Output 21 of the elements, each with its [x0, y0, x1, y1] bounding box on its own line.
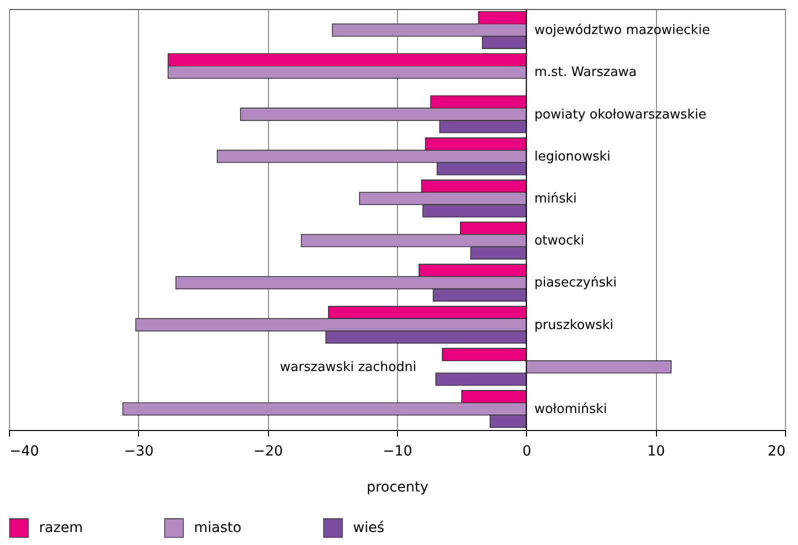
y-tick-label: powiaty okołowarszawskie	[534, 107, 706, 122]
x-tick-label: −40	[10, 444, 40, 460]
x-tick-label: 10	[647, 444, 666, 460]
legend-label: miasto	[194, 520, 242, 536]
x-tick-label: −20	[253, 444, 283, 460]
y-tick-label: województwo mazowieckie	[534, 23, 710, 38]
x-axis-title: procenty	[366, 480, 428, 496]
legend-label: wieś	[353, 520, 384, 536]
y-tick-label: wołomiński	[534, 402, 608, 417]
y-tick-label: m.st. Warszawa	[534, 65, 637, 80]
y-tick-label: piaseczyński	[534, 276, 617, 291]
x-tick-label: −30	[124, 444, 154, 460]
y-tick-label: warszawski zachodni	[280, 360, 416, 375]
x-tick-label: −10	[382, 444, 412, 460]
y-tick-label: miński	[534, 191, 577, 206]
x-tick-label: 20	[768, 444, 786, 460]
y-tick-label: legionowski	[534, 149, 611, 164]
x-tick-label: 0	[522, 444, 532, 460]
legend-label: razem	[39, 520, 83, 536]
y-tick-label: pruszkowski	[534, 318, 614, 333]
y-tick-label: otwocki	[534, 234, 584, 249]
